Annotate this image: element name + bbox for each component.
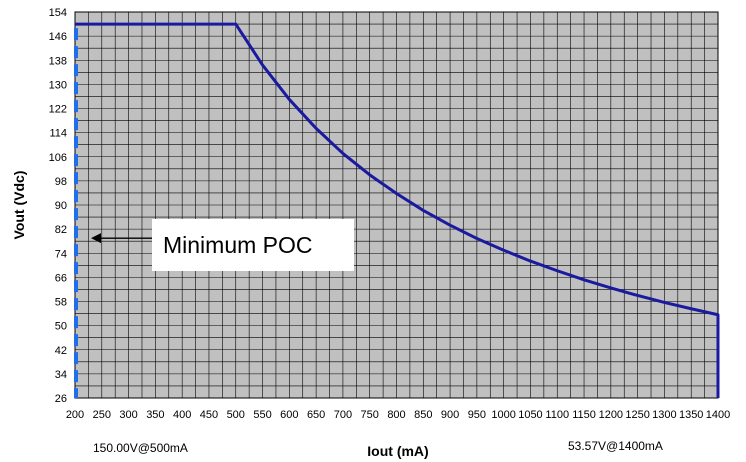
x-tick-label: 1300 <box>652 409 676 421</box>
y-tick-label: 146 <box>49 31 67 43</box>
y-tick-label: 138 <box>49 55 67 67</box>
x-tick-label: 1200 <box>599 409 623 421</box>
y-tick-label: 106 <box>49 152 67 164</box>
y-tick-label: 98 <box>55 176 67 188</box>
y-tick-label: 34 <box>55 369 67 381</box>
x-tick-label: 1350 <box>679 409 703 421</box>
y-tick-label: 74 <box>55 248 67 260</box>
series-layer <box>75 22 720 398</box>
x-tick-label: 550 <box>253 409 271 421</box>
x-tick-label: 400 <box>173 409 191 421</box>
x-tick-label: 1100 <box>545 409 569 421</box>
x-tick-label: 600 <box>280 409 298 421</box>
x-tick-label: 250 <box>93 409 111 421</box>
plot-border <box>74 11 719 399</box>
x-tick-label: 1250 <box>625 409 649 421</box>
x-tick-label: 800 <box>387 409 405 421</box>
y-tick-label: 26 <box>55 393 67 405</box>
x-tick-label: 1150 <box>572 409 596 421</box>
x-tick-label: 850 <box>414 409 432 421</box>
y-tick-label: 82 <box>55 224 67 236</box>
x-tick-label: 1000 <box>491 409 515 421</box>
x-tick-label: 950 <box>468 409 486 421</box>
right-footnote: 53.57V@1400mA <box>568 439 663 453</box>
x-tick-label: 700 <box>334 409 352 421</box>
y-tick-labels: 154 146 138 130 122 114 106 98 90 82 74 66 58 50 42 34 2… <box>49 7 67 405</box>
y-tick-label: 114 <box>49 128 67 140</box>
x-tick-label: 350 <box>146 409 164 421</box>
x-tick-label: 900 <box>441 409 459 421</box>
y-tick-label: 58 <box>55 297 67 309</box>
y-tick-label: 42 <box>55 345 67 357</box>
y-tick-label: 90 <box>55 200 67 212</box>
x-tick-label: 1400 <box>706 409 730 421</box>
x-tick-label: 650 <box>307 409 325 421</box>
vout-series-line <box>75 22 720 398</box>
callout-box <box>152 219 354 271</box>
y-tick-label: 122 <box>49 104 67 116</box>
x-tick-labels: 200 250 300 350 400 450 500 550 600 650 700 750 800 8… <box>66 409 730 421</box>
callout: Minimum POC <box>91 219 354 271</box>
x-tick-label: 1050 <box>518 409 542 421</box>
y-tick-label: 130 <box>49 79 67 91</box>
x-tick-label: 200 <box>66 409 84 421</box>
x-tick-label: 300 <box>119 409 137 421</box>
y-axis-title: Vout (Vdc) <box>11 171 27 240</box>
y-tick-label: 50 <box>55 321 67 333</box>
y-tick-label: 154 <box>49 7 67 19</box>
y-tick-label: 66 <box>55 272 67 284</box>
callout-arrow-head <box>91 233 101 244</box>
callout-text: Minimum POC <box>163 232 313 258</box>
left-footnote: 150.00V@500mA <box>93 441 188 455</box>
x-axis-title: Iout (mA) <box>367 443 428 459</box>
x-tick-label: 450 <box>200 409 218 421</box>
x-tick-label: 750 <box>361 409 379 421</box>
x-tick-label: 500 <box>227 409 245 421</box>
